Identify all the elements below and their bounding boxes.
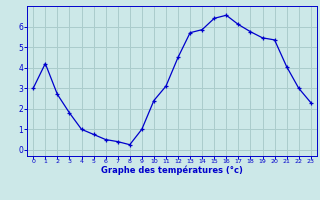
X-axis label: Graphe des températures (°c): Graphe des températures (°c)	[101, 166, 243, 175]
